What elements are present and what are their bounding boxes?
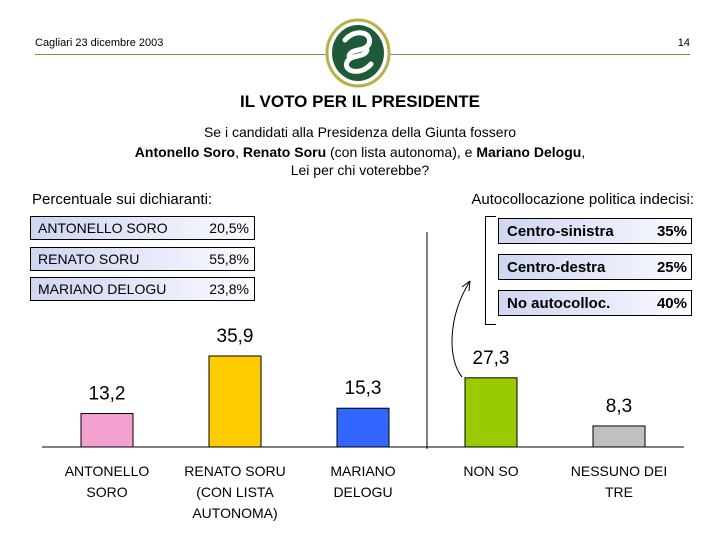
bar-value-label: 8,3 xyxy=(606,396,632,417)
question-text: (con lista autonoma), e xyxy=(326,144,477,160)
question-text: , xyxy=(581,144,586,160)
bar xyxy=(336,407,390,448)
candidate-name-soro: Antonello Soro xyxy=(134,144,236,160)
category-label: NESSUNO DEI xyxy=(571,463,667,479)
percent-box-name: MARIANO DELOGU xyxy=(38,281,167,297)
category-label: (CON LISTA xyxy=(196,484,274,500)
orientation-box-value: 25% xyxy=(656,259,687,276)
bar xyxy=(80,413,134,448)
question-line-3: Lei per chi voterebbe? xyxy=(290,162,430,178)
percent-box-soro: ANTONELLO SORO 20,5% xyxy=(30,216,255,240)
category-label: DELOGU xyxy=(333,484,392,500)
arrow-line xyxy=(451,280,471,378)
orientation-box-no-autocolloc: No autocolloc. 40% xyxy=(498,290,692,316)
orientation-box-name: Centro-sinistra xyxy=(507,223,614,240)
percent-box-delogu: MARIANO DELOGU 23,8% xyxy=(30,277,255,301)
category-label: TRE xyxy=(605,484,633,500)
category-label: RENATO SORU xyxy=(184,463,285,479)
percent-box-name: RENATO SORU xyxy=(38,251,140,267)
category-label: AUTONOMA) xyxy=(192,505,277,521)
bar xyxy=(464,377,518,448)
question-line-2: Antonello Soro, Renato Soru (con lista a… xyxy=(0,144,720,160)
orientation-box-value: 35% xyxy=(656,223,687,240)
bar-value-label: 15,3 xyxy=(345,378,382,399)
category-label: SORO xyxy=(86,484,127,500)
category-label: NON SO xyxy=(463,463,518,479)
bar-value-label: 13,2 xyxy=(89,384,126,405)
question-text: , xyxy=(235,144,243,160)
bar xyxy=(592,425,646,448)
page-title: IL VOTO PER IL PRESIDENTE xyxy=(240,92,480,111)
left-panel-label: Percentuale sui dichiaranti: xyxy=(32,191,213,208)
bar-value-label: 27,3 xyxy=(473,348,510,369)
percent-box-value: 20,5% xyxy=(209,220,249,236)
orientation-box-value: 40% xyxy=(656,295,687,312)
question-line-1: Se i candidati alla Presidenza della Giu… xyxy=(203,124,517,140)
orientation-box-centro-sinistra: Centro-sinistra 35% xyxy=(498,218,692,244)
page-number: 14 xyxy=(677,37,690,49)
orientation-box-name: No autocolloc. xyxy=(507,295,611,312)
category-label: MARIANO xyxy=(330,463,395,479)
category-label: ANTONELLO xyxy=(65,463,150,479)
percent-box-value: 23,8% xyxy=(209,281,249,297)
arrow-head-icon xyxy=(461,280,471,292)
candidate-name-soru: Renato Soru xyxy=(242,144,327,160)
orientation-box-name: Centro-destra xyxy=(507,259,606,276)
header-date: Cagliari 23 dicembre 2003 xyxy=(35,37,164,49)
percent-box-value: 55,8% xyxy=(209,251,249,267)
orientation-box-centro-destra: Centro-destra 25% xyxy=(498,254,692,280)
bar-value-label: 35,9 xyxy=(217,326,254,347)
logo-emblem xyxy=(325,18,391,88)
percent-box-name: ANTONELLO SORO xyxy=(38,220,168,236)
bracket-indicator xyxy=(485,216,496,325)
bar xyxy=(208,355,262,448)
candidate-name-delogu: Mariano Delogu xyxy=(476,144,582,160)
percent-box-soru: RENATO SORU 55,8% xyxy=(30,247,255,271)
right-panel-label: Autocollocazione politica indecisi: xyxy=(471,191,694,208)
